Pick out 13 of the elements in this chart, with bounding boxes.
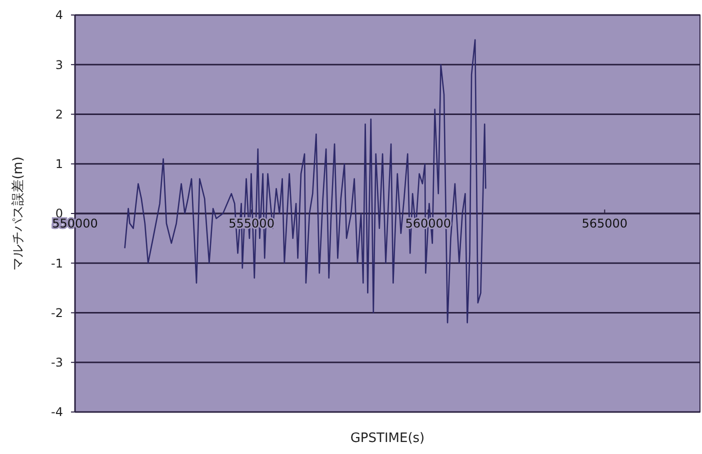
y-tick-label: -2: [51, 306, 63, 320]
y-tick-label: -1: [51, 256, 63, 270]
y-axis-title: マルチパス誤差(m): [11, 156, 26, 270]
line-series: [124, 39, 486, 324]
y-tick-label: 3: [55, 58, 63, 72]
y-tick-label: 2: [55, 107, 63, 122]
y-tick-label: -3: [51, 356, 63, 370]
y-tick-label: 4: [55, 8, 63, 22]
y-tick-label: 1: [55, 157, 63, 172]
y-tick-label: -4: [51, 405, 63, 420]
x-tick-label: 550000: [52, 216, 98, 230]
x-axis-title: GPSTIME(s): [350, 431, 425, 446]
x-tick-label: 565000: [582, 216, 628, 230]
